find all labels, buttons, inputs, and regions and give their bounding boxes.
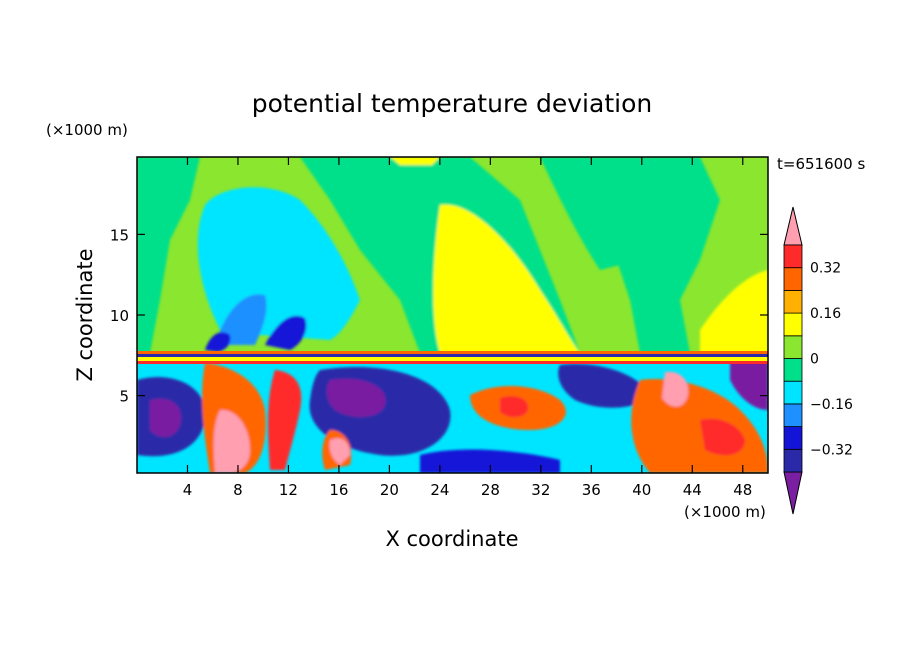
cold-right-edge	[730, 359, 768, 410]
x-tick-label: 12	[279, 481, 298, 499]
colorbar-swatch	[783, 312, 803, 337]
warm-mid-core	[500, 396, 529, 418]
warm-plume-2	[267, 370, 302, 470]
time-label: t=651600 s	[777, 155, 865, 173]
warm-plume-core	[213, 409, 250, 473]
colorbar-swatch	[783, 267, 803, 291]
upper-left-green	[137, 157, 200, 353]
y-unit-label: (×1000 m)	[46, 121, 128, 139]
y-axis: 5 10 15	[110, 226, 768, 406]
y-tick-label: 10	[110, 307, 129, 325]
cold-upper-right	[540, 157, 650, 270]
cold-plume-core-3	[205, 332, 231, 352]
colorbar-swatch	[783, 358, 803, 382]
heatmap-field	[137, 157, 768, 473]
inversion-band	[137, 351, 768, 354]
x-tick-label: 28	[481, 481, 500, 499]
colorbar-label: −0.16	[810, 397, 853, 413]
colorbar-min-arrow	[783, 471, 803, 515]
warm-upper-right	[700, 270, 768, 353]
colorbar-swatch	[783, 380, 803, 405]
chart-title: potential temperature deviation	[252, 89, 652, 118]
x-tick-label: 8	[233, 481, 243, 499]
warm-top-strip	[390, 157, 440, 165]
x-tick-label: 24	[430, 481, 449, 499]
x-unit-label: (×1000 m)	[684, 503, 766, 521]
colorbar-swatch	[783, 448, 803, 473]
colorbar-label: 0.32	[810, 261, 841, 277]
colorbar-swatch	[783, 335, 803, 359]
inversion-band-3	[137, 357, 768, 361]
cold-lower-left-core	[150, 398, 181, 437]
x-tick-label: 16	[329, 481, 348, 499]
colorbar-swatch	[783, 403, 803, 427]
colorbar-label: 0.16	[810, 306, 841, 322]
colorbar-swatch	[783, 289, 803, 314]
x-tick-label: 48	[733, 481, 752, 499]
x-tick-label: 20	[380, 481, 399, 499]
inversion-band-2	[137, 354, 768, 357]
y-tick-label: 15	[110, 226, 129, 244]
cold-upper-plume	[197, 187, 360, 340]
x-axis-label: X coordinate	[385, 527, 518, 551]
cold-plume-core-2	[265, 315, 307, 350]
colorbar-swatch	[783, 244, 803, 269]
cold-lower-mid	[420, 449, 560, 473]
x-axis: 4 8 12 16 20 24 28 32 36 40 44 48	[183, 157, 752, 499]
cold-eddy-core	[326, 378, 386, 417]
warm-eddy-right-2	[700, 418, 745, 456]
y-axis-label: Z coordinate	[73, 248, 97, 381]
cold-plume-core	[215, 294, 267, 345]
colorbar-label: 0	[810, 352, 819, 368]
x-tick-label: 32	[531, 481, 550, 499]
x-tick-label: 4	[183, 481, 193, 499]
warm-lower-patch	[329, 438, 350, 465]
x-tick-label: 36	[582, 481, 601, 499]
cold-mid-right	[558, 364, 650, 408]
colorbar: 0.32 0.16 0 −0.16 −0.32	[783, 206, 853, 515]
warm-eddy-right-core	[662, 371, 689, 407]
colorbar-swatch	[783, 426, 803, 450]
colorbar-max-arrow	[783, 206, 803, 246]
warm-upper-region	[433, 204, 580, 353]
inversion-band-4	[137, 361, 768, 364]
colorbar-label: −0.32	[810, 442, 853, 458]
y-tick-label: 5	[119, 388, 129, 406]
x-tick-label: 40	[632, 481, 651, 499]
x-tick-label: 44	[683, 481, 702, 499]
